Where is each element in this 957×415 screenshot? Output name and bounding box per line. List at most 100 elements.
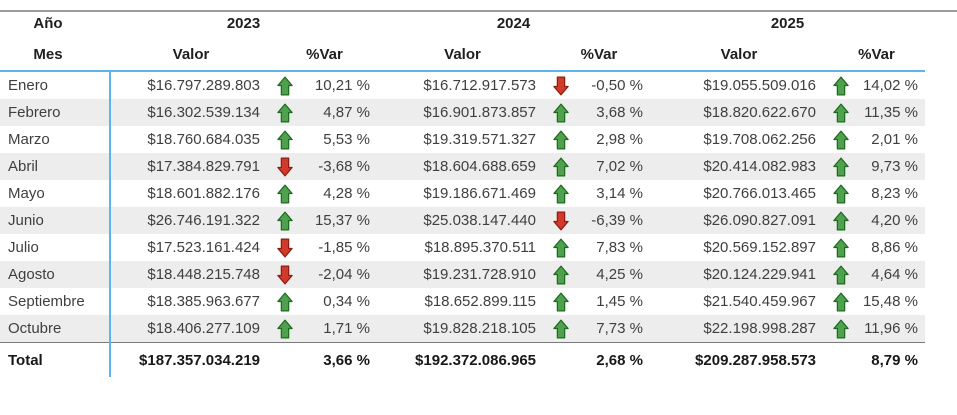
table-row[interactable]: Agosto $18.448.215.748 -2,04 % $19.231.7…	[0, 261, 925, 288]
matrix-table: Año 2023 2024 2025 Mes Valor %Var Valor …	[0, 8, 925, 377]
var-value: 9,73 %	[871, 158, 918, 175]
trend-up-icon	[833, 237, 849, 258]
valor-cell-2024: $25.038.147.440	[377, 207, 548, 234]
valor-cell-2023: $26.746.191.322	[109, 207, 272, 234]
trend-up-icon	[833, 210, 849, 231]
year-header-2025[interactable]: 2025	[650, 8, 925, 38]
valor-cell-2023: $17.523.161.424	[109, 234, 272, 261]
var-value: 3,68 %	[596, 104, 643, 121]
table-row[interactable]: Abril $17.384.829.791 -3,68 % $18.604.68…	[0, 153, 925, 180]
month-cell: Abril	[0, 153, 110, 180]
var-cell-2024: 1,45 %	[548, 288, 650, 315]
var-cell-2024: 3,14 %	[548, 180, 650, 207]
valor-cell-2025: $19.055.509.016	[703, 77, 816, 94]
var-value: 15,37 %	[314, 212, 370, 229]
var-cell-2025: 4,64 %	[828, 261, 925, 288]
month-cell: Septiembre	[8, 293, 85, 310]
valor-cell-2024: $19.319.571.327	[423, 131, 536, 148]
var-value: -6,39 %	[591, 212, 643, 229]
trend-up-icon	[277, 210, 293, 231]
var-cell-2023: -1,85 %	[272, 234, 377, 261]
var-cell-2024: 7,73 %	[548, 315, 650, 343]
valor-cell-2024: $18.604.688.659	[377, 153, 548, 180]
trend-up-icon	[553, 237, 569, 258]
year-header-2024[interactable]: 2024	[377, 8, 650, 38]
valor-cell-2023: $16.302.539.134	[109, 99, 272, 126]
var-value: -0,50 %	[591, 77, 643, 94]
var-value: 8,23 %	[871, 185, 918, 202]
valor-cell-2024: $16.712.917.573	[423, 77, 536, 94]
var-value: 1,45 %	[596, 293, 643, 310]
valor-cell-2024: $18.895.370.511	[424, 239, 537, 256]
var-value: 2,01 %	[871, 131, 918, 148]
trend-up-icon	[553, 129, 569, 150]
table-row[interactable]: Febrero $16.302.539.134 4,87 % $16.901.8…	[0, 99, 925, 126]
valor-cell-2025: $26.090.827.091	[650, 207, 828, 234]
var-cell-2024: -0,50 %	[548, 71, 650, 99]
var-value: 5,53 %	[323, 131, 370, 148]
var-cell-2025: 4,20 %	[828, 207, 925, 234]
trend-up-icon	[833, 129, 849, 150]
var-value: 4,28 %	[323, 185, 370, 202]
var-cell-2023: -2,04 %	[272, 261, 377, 288]
total-label: Total	[0, 342, 110, 377]
table-row[interactable]: Mayo $18.601.882.176 4,28 % $19.186.671.…	[0, 180, 925, 207]
valor-cell-2023: $16.797.289.803	[109, 71, 272, 99]
var-value: 4,25 %	[596, 266, 643, 283]
table-row[interactable]: Marzo $18.760.684.035 5,53 % $19.319.571…	[0, 126, 925, 153]
var-value: 0,34 %	[323, 293, 370, 310]
total-valor-2023: $187.357.034.219	[109, 342, 272, 377]
trend-down-icon	[553, 210, 569, 231]
var-value: -2,04 %	[318, 266, 370, 283]
month-cell: Octubre	[0, 315, 110, 343]
year-header-2023[interactable]: 2023	[110, 8, 377, 38]
trend-up-icon	[833, 102, 849, 123]
table-row[interactable]: Octubre $18.406.277.109 1,71 % $19.828.2…	[0, 315, 925, 343]
var-cell-2025: 8,86 %	[828, 234, 925, 261]
var-value: -1,85 %	[318, 239, 370, 256]
valor-cell-2024: $16.901.873.857	[377, 99, 548, 126]
total-row: Total $187.357.034.219 3,66 % $192.372.0…	[0, 342, 925, 377]
month-cell: Julio	[8, 239, 39, 256]
corner-mes-label: Mes	[0, 38, 110, 72]
table-row[interactable]: Junio $26.746.191.322 15,37 % $25.038.14…	[0, 207, 925, 234]
valor-header-2024[interactable]: Valor	[377, 38, 548, 72]
trend-up-icon	[833, 183, 849, 204]
corner-ano-label: Año	[0, 8, 110, 38]
month-cell: Agosto	[0, 261, 110, 288]
trend-up-icon	[277, 291, 293, 312]
total-var-2023: 3,66 %	[323, 351, 370, 369]
var-cell-2025: 11,96 %	[828, 315, 925, 343]
var-cell-2024: 2,98 %	[548, 126, 650, 153]
valor-cell-2024: $19.231.728.910	[377, 261, 548, 288]
table-row[interactable]: Julio $17.523.161.424 -1,85 % $18.895.37…	[0, 234, 925, 261]
table-row[interactable]: Enero $16.797.289.803 10,21 % $16.712.91…	[0, 71, 925, 99]
var-cell-2024: 3,68 %	[548, 99, 650, 126]
var-header-2024[interactable]: %Var	[548, 38, 650, 72]
month-cell: Junio	[0, 207, 110, 234]
valor-cell-2023: $18.448.215.748	[109, 261, 272, 288]
trend-down-icon	[277, 264, 293, 285]
valor-cell-2024: $18.652.899.115	[424, 293, 537, 310]
trend-up-icon	[833, 291, 849, 312]
trend-up-icon	[553, 318, 569, 339]
var-header-2023[interactable]: %Var	[272, 38, 377, 72]
var-value: 7,02 %	[596, 158, 643, 175]
var-header-2025[interactable]: %Var	[828, 38, 925, 72]
var-cell-2025: 2,01 %	[828, 126, 925, 153]
var-cell-2023: 10,21 %	[272, 71, 377, 99]
trend-up-icon	[277, 102, 293, 123]
trend-up-icon	[833, 264, 849, 285]
year-header-row: Año 2023 2024 2025	[0, 8, 925, 38]
var-value: 14,02 %	[862, 77, 918, 94]
valor-cell-2023: $18.601.882.176	[109, 180, 272, 207]
valor-cell-2025: $22.198.998.287	[650, 315, 828, 343]
var-value: 4,64 %	[871, 266, 918, 283]
trend-up-icon	[553, 102, 569, 123]
valor-header-2025[interactable]: Valor	[650, 38, 828, 72]
var-cell-2023: 4,87 %	[272, 99, 377, 126]
table-row[interactable]: Septiembre $18.385.963.677 0,34 % $18.65…	[0, 288, 925, 315]
valor-cell-2025: $20.124.229.941	[650, 261, 828, 288]
trend-up-icon	[277, 183, 293, 204]
valor-header-2023[interactable]: Valor	[110, 38, 272, 72]
